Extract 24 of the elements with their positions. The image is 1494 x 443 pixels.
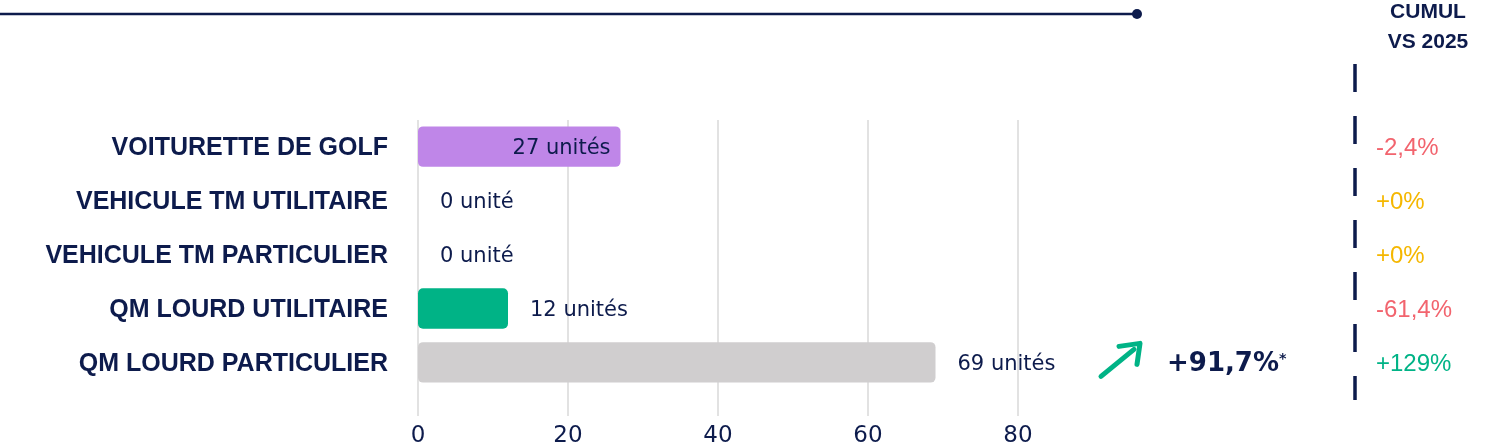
x-tick-label: 0 — [410, 421, 426, 443]
data-label: 0 unité — [440, 242, 514, 267]
y-tick-label: QM LOURD PARTICULIER — [78, 348, 388, 377]
y-tick-label: VEHICULE TM UTILITAIRE — [75, 186, 388, 215]
y-tick-label: QM LOURD UTILITAIRE — [109, 294, 388, 323]
text: +0% — [1376, 240, 1425, 268]
text: +91,7%$^{*}$ — [1167, 347, 1287, 378]
data-label: 69 unités — [957, 350, 1056, 375]
y-tick-label: VEHICULE TM PARTICULIER — [45, 240, 388, 269]
data-label: 12 unités — [530, 296, 628, 321]
data-label: 27 unités — [512, 134, 611, 159]
bar — [418, 288, 508, 329]
text: +129% — [1376, 348, 1452, 376]
text: -61,4% — [1376, 294, 1453, 322]
text: +0% — [1376, 186, 1425, 214]
x-tick-label: 80 — [1003, 421, 1033, 443]
bar — [418, 126, 621, 167]
x-tick-label: 20 — [553, 421, 583, 443]
text: -2,4% — [1376, 133, 1439, 161]
text: CUMUL VS 2025 — [1387, 0, 1469, 52]
data-label: 0 unité — [440, 188, 514, 213]
x-tick-label: 40 — [703, 421, 733, 443]
y-tick-label: VOITURETTE DE GOLF — [111, 132, 388, 161]
x-tick-label: 60 — [853, 421, 883, 443]
